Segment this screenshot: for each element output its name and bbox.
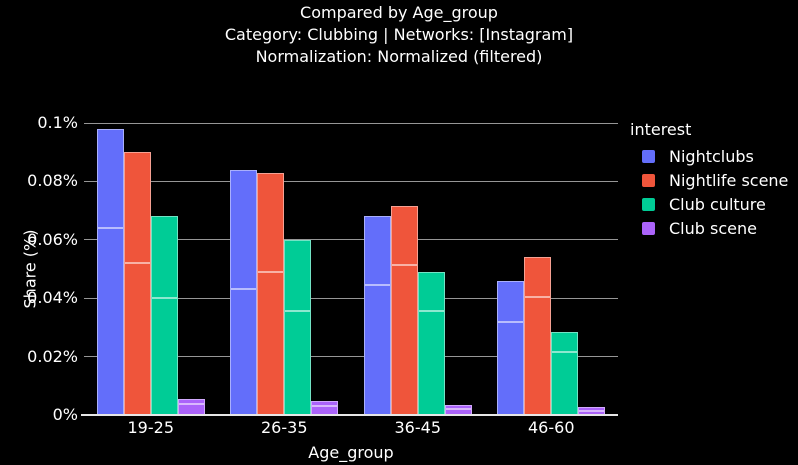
bar-club-scene-19-25[interactable] <box>177 398 205 415</box>
legend-item-nightlife-scene[interactable]: Nightlife scene <box>630 168 788 192</box>
bar-segment-divider <box>231 288 257 291</box>
chart-title: Compared by Age_group <box>300 3 498 22</box>
bar-nightclubs-26-35[interactable] <box>230 169 258 415</box>
bar-segment-divider <box>124 262 150 265</box>
y-tick-label-0-1: 0.1% <box>37 113 78 132</box>
plot-area <box>81 122 618 416</box>
legend-swatch-nightclubs <box>642 149 655 163</box>
legend-item-club-culture[interactable]: Club culture <box>630 192 788 216</box>
legend-label-nightclubs: Nightclubs <box>669 146 754 166</box>
bar-nightclubs-46-60[interactable] <box>497 280 525 415</box>
x-axis-title: Age_group <box>308 443 394 462</box>
bar-segment-divider <box>498 320 524 323</box>
chart-subtitle-category: Category: Clubbing | Networks: [Instagra… <box>224 25 574 44</box>
x-axis-line <box>81 414 618 416</box>
bar-club-culture-26-35[interactable] <box>284 239 312 415</box>
bar-nightclubs-19-25[interactable] <box>96 128 124 415</box>
bar-segment-divider <box>97 227 123 230</box>
bar-nightlife-scene-46-60[interactable] <box>524 257 552 415</box>
bar-segment-divider <box>391 263 417 266</box>
legend: interest Nightclubs Nightlife scene Club c… <box>630 121 788 240</box>
bar-segment-divider <box>312 404 338 407</box>
y-gridline-0-06 <box>84 239 618 241</box>
y-tick-label-0-06: 0.06% <box>27 229 78 249</box>
chart-subtitle-normalization: Normalization: Normalized (filtered) <box>255 47 543 66</box>
legend-swatch-club-culture <box>642 197 655 211</box>
y-gridline-0-04 <box>84 297 618 299</box>
bar-segment-divider <box>525 296 551 299</box>
legend-swatch-club-scene <box>642 221 655 235</box>
bar-segment-divider <box>418 310 444 313</box>
bar-nightlife-scene-19-25[interactable] <box>123 152 151 415</box>
legend-item-club-scene[interactable]: Club scene <box>630 216 788 240</box>
y-tick-label-0-04: 0.04% <box>27 288 78 308</box>
x-tick-label-36-45: 36-45 <box>394 418 442 437</box>
bar-segment-divider <box>151 297 177 300</box>
x-tick-label-46-60: 46-60 <box>528 418 575 437</box>
bar-nightclubs-36-45[interactable] <box>363 216 391 415</box>
bar-club-scene-26-35[interactable] <box>311 400 339 415</box>
legend-item-nightclubs[interactable]: Nightclubs <box>630 144 788 168</box>
bar-segment-divider <box>552 351 578 354</box>
bar-segment-divider <box>285 310 311 313</box>
bar-segment-divider <box>178 403 204 406</box>
bar-nightlife-scene-26-35[interactable] <box>257 172 285 415</box>
bar-club-culture-36-45[interactable] <box>417 271 445 415</box>
y-tick-label-0-02: 0.02% <box>27 346 78 366</box>
bar-segment-divider <box>364 284 390 287</box>
bar-nightlife-scene-36-45[interactable] <box>390 206 418 415</box>
y-gridline-0-1 <box>84 122 618 124</box>
y-gridline-0-02 <box>84 356 618 358</box>
x-tick-label-26-35: 26-35 <box>261 418 308 437</box>
bar-segment-divider <box>445 408 471 411</box>
bar-club-culture-46-60[interactable] <box>551 331 579 415</box>
bar-club-culture-19-25[interactable] <box>150 216 178 415</box>
legend-swatch-nightlife-scene <box>642 173 655 187</box>
bar-segment-divider <box>258 270 284 273</box>
legend-label-club-culture: Club culture <box>669 194 766 214</box>
legend-title: interest <box>630 120 692 139</box>
y-tick-label-0-08: 0.08% <box>27 171 78 191</box>
y-gridline-0-08 <box>84 180 618 182</box>
legend-label-club-scene: Club scene <box>669 218 757 238</box>
legend-label-nightlife-scene: Nightlife scene <box>669 170 789 190</box>
bar-segment-divider <box>579 409 605 412</box>
y-tick-label-0: 0% <box>52 405 78 424</box>
x-tick-label-19-25: 19-25 <box>127 418 175 437</box>
legend-items: Nightclubs Nightlife scene Club culture Clu… <box>630 144 788 240</box>
chart-title-block: Compared by Age_group Category: Clubbing… <box>0 2 798 68</box>
